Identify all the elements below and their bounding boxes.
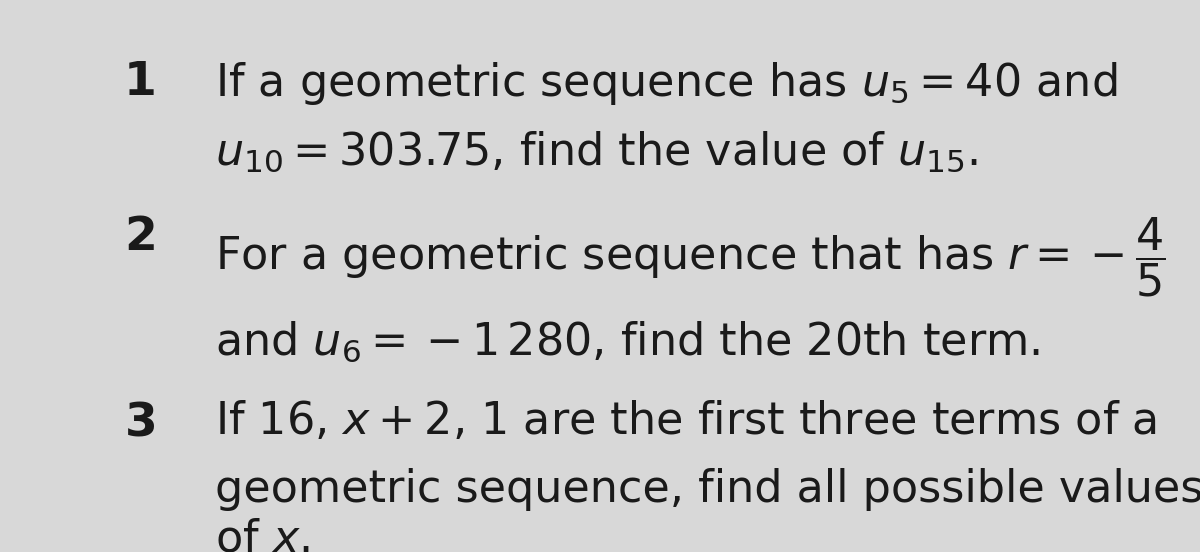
Text: $\mathbf{1}$: $\mathbf{1}$ [124, 60, 155, 105]
Text: $\mathbf{3}$: $\mathbf{3}$ [124, 400, 155, 445]
Text: and $u_6 = -1\,280$, find the 20th term.: and $u_6 = -1\,280$, find the 20th term. [215, 320, 1040, 364]
Text: $u_{10} = 303.75$, find the value of $u_{15}$.: $u_{10} = 303.75$, find the value of $u_… [215, 130, 978, 174]
Text: If 16, $x + 2$, 1 are the first three terms of a: If 16, $x + 2$, 1 are the first three te… [215, 400, 1157, 443]
Text: For a geometric sequence that has $r = -\dfrac{4}{5}$: For a geometric sequence that has $r = -… [215, 215, 1165, 299]
Text: If a geometric sequence has $u_5 = 40$ and: If a geometric sequence has $u_5 = 40$ a… [215, 60, 1117, 107]
Text: of $x$.: of $x$. [215, 518, 310, 552]
Text: geometric sequence, find all possible values: geometric sequence, find all possible va… [215, 468, 1200, 511]
Text: $\mathbf{2}$: $\mathbf{2}$ [125, 215, 155, 260]
